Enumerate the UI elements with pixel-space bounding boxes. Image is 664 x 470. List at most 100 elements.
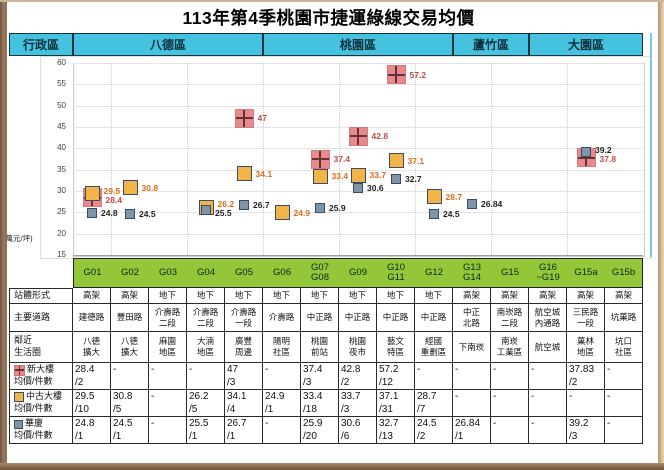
midrise-legend-icon (14, 419, 23, 429)
data-label: 24.5 (443, 209, 460, 220)
price-cell: 37.1 /31 (377, 390, 415, 417)
series-row-label: 新大樓 均價/件數 (9, 363, 73, 390)
price-cell: 28.4 /2 (73, 363, 111, 390)
station-code-cell: G15a (567, 258, 605, 288)
station-code-cell: G01 (73, 258, 111, 288)
series-name: 中古大樓 (26, 391, 63, 402)
gridline-horizontal (73, 233, 643, 235)
station-code-cell: G15 (491, 258, 529, 288)
living-area-cell: 下南崁 (453, 332, 491, 363)
main-road-cell: 介壽路 (263, 304, 301, 332)
frame-top-edge (0, 0, 664, 2)
main-road-cell: 介壽路 二段 (187, 304, 225, 332)
price-cell: 26.2 /5 (187, 390, 225, 417)
price-cell: 26.84 /1 (453, 417, 491, 444)
marker-old-building (426, 189, 442, 205)
price-cell: - (111, 363, 149, 390)
price-cell: 29.5 /10 (73, 390, 111, 417)
living-area-cell: 南崁 工業區 (491, 332, 529, 363)
data-label: 57.2 (409, 69, 427, 80)
living-area-cell: 航空城 (529, 332, 567, 363)
price-cell: 24.5 /1 (111, 417, 149, 444)
new-building-legend-icon (14, 364, 25, 376)
price-cell: 24.5 /2 (415, 417, 453, 444)
price-cell: - (491, 417, 529, 444)
data-label: 37.8 (599, 154, 617, 165)
price-cell: 24.8 /1 (73, 417, 111, 444)
data-label: 30.6 (367, 183, 384, 194)
main-road-cell: 中正路 (339, 304, 377, 332)
main-road-cell: 介壽路 一段 (225, 304, 263, 332)
price-cell: - (567, 390, 605, 417)
price-cell: - (491, 390, 529, 417)
price-cell: - (187, 363, 225, 390)
station-code-cell: G12 (415, 258, 453, 288)
price-cell: - (529, 363, 567, 390)
price-cell: 25.5 /1 (187, 417, 225, 444)
district-dayuan: 大園區 (529, 33, 643, 56)
series-sub-label: 均價/件數 (14, 403, 53, 413)
marker-midrise (429, 209, 439, 220)
series-sub-label: 均價/件數 (14, 430, 53, 440)
data-label: 32.7 (405, 174, 422, 185)
station-type-cell: 高架 (529, 288, 567, 304)
row-label-main-road-cell: 主要道路 (9, 304, 73, 332)
data-label: 33.4 (331, 171, 349, 182)
data-label: 28.7 (445, 191, 463, 202)
frame-left-edge (0, 0, 7, 470)
gridline-vertical (339, 63, 340, 255)
living-area-cell: 大湳 地區 (187, 332, 225, 363)
station-code-cell: G15b (605, 258, 643, 288)
price-cell: 26.7 /1 (225, 417, 263, 444)
marker-new-building (386, 65, 406, 85)
data-label: 37.4 (333, 154, 351, 165)
district-header-label: 行政區 (9, 33, 73, 56)
price-cell: - (415, 363, 453, 390)
price-cell: 30.6 /6 (339, 417, 377, 444)
data-label: 39.2 (595, 145, 612, 156)
station-type-cell: 高架 (567, 288, 605, 304)
data-label: 30.8 (141, 182, 159, 193)
data-label: 42.8 (371, 131, 389, 142)
station-code-cell: G05 (225, 258, 263, 288)
gridline-horizontal (73, 84, 643, 86)
gridline-horizontal (73, 212, 643, 214)
marker-new-building (310, 149, 330, 169)
marker-old-building (274, 205, 290, 221)
main-road-cell: 三民路 一段 (567, 304, 605, 332)
y-axis-tick-label: 45 (57, 122, 66, 131)
station-type-cell: 地下 (263, 288, 301, 304)
gridline-vertical (111, 63, 112, 255)
data-label: 24.8 (101, 208, 118, 219)
living-area-cell: 廣豐 周邊 (225, 332, 263, 363)
station-type-cell: 地下 (187, 288, 225, 304)
station-type-cell: 地下 (415, 288, 453, 304)
marker-midrise (353, 183, 363, 194)
station-type-cell: 高架 (111, 288, 149, 304)
station-row-spacer (9, 258, 73, 288)
y-axis-tick-label: 55 (57, 79, 66, 89)
price-cell: - (529, 390, 567, 417)
station-code-cell: G03 (149, 258, 187, 288)
series-row-label: 中古大樓 均價/件數 (9, 390, 73, 417)
gridline-horizontal (73, 148, 643, 150)
y-axis-tick-label: 20 (57, 228, 66, 238)
main-road-cell: 中正 北路 (453, 304, 491, 332)
page-title: 113年第4季桃園市捷運綠線交易均價 (182, 8, 475, 28)
y-axis-tick-label: 50 (57, 100, 66, 110)
marker-midrise (581, 146, 591, 157)
living-area-cell: 菓林 地區 (567, 332, 605, 363)
y-axis-tick-label: 30 (57, 186, 66, 195)
data-label: 29.5 (103, 185, 121, 196)
price-cell: 57.2 /12 (377, 363, 415, 390)
price-cell: - (263, 417, 301, 444)
price-cell: - (149, 390, 187, 417)
data-label: 26.84 (481, 199, 503, 210)
frame-bottom-edge (0, 463, 664, 470)
frame-right-edge (658, 0, 664, 470)
gridline-vertical (187, 63, 188, 255)
row-label-station-type-cell: 站體形式 (9, 288, 73, 304)
price-cell: 30.8 /5 (111, 390, 149, 417)
station-code-cell: G07 G08 (301, 258, 339, 288)
old-building-legend-icon (14, 392, 24, 403)
